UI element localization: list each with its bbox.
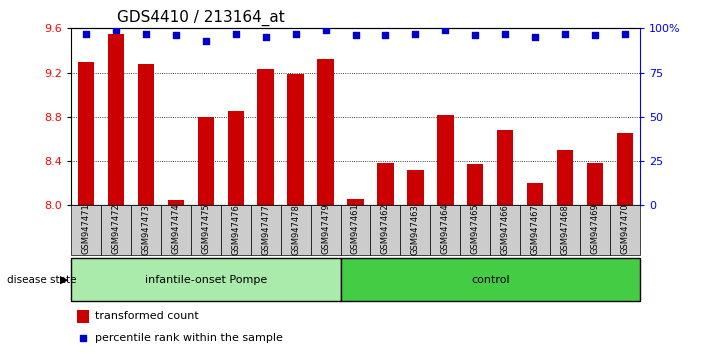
Text: GSM947466: GSM947466 (501, 204, 510, 255)
Text: ▶: ▶ (60, 275, 69, 285)
Point (530, 34, 541, 40)
Bar (616, 133, 634, 205)
Text: GSM947478: GSM947478 (291, 204, 300, 255)
Text: GSM947469: GSM947469 (591, 204, 599, 255)
Point (170, 33, 181, 38)
Bar (341, 258, 640, 301)
Text: control: control (471, 275, 510, 285)
Text: GDS4410 / 213164_at: GDS4410 / 213164_at (117, 9, 284, 25)
Bar (437, 115, 454, 205)
Point (589, 33, 601, 38)
Text: percentile rank within the sample: percentile rank within the sample (95, 332, 283, 343)
Bar (287, 74, 304, 205)
Bar (467, 164, 483, 205)
Bar (281, 205, 311, 255)
Bar (527, 183, 543, 205)
Point (110, 27, 122, 33)
Text: GSM947475: GSM947475 (201, 204, 210, 255)
Point (469, 33, 481, 38)
Bar (520, 205, 550, 255)
Bar (400, 205, 430, 255)
Point (380, 33, 391, 38)
Text: GSM947465: GSM947465 (471, 204, 480, 255)
Text: GSM947467: GSM947467 (530, 204, 540, 255)
Bar (221, 205, 251, 255)
Bar (228, 111, 244, 205)
Point (439, 27, 451, 33)
Bar (311, 205, 341, 255)
Text: GSM947479: GSM947479 (321, 204, 330, 255)
Bar (587, 163, 603, 205)
Text: GSM947473: GSM947473 (141, 204, 151, 255)
Bar (317, 59, 333, 205)
Bar (341, 205, 370, 255)
Bar (460, 205, 490, 255)
Bar (557, 150, 573, 205)
Text: GSM947474: GSM947474 (171, 204, 181, 255)
Bar (161, 205, 191, 255)
Text: GSM947468: GSM947468 (560, 204, 570, 255)
Point (410, 31, 421, 36)
Text: GSM947470: GSM947470 (621, 204, 629, 255)
Point (619, 31, 631, 36)
Point (320, 27, 331, 33)
Bar (191, 205, 221, 255)
Bar (407, 170, 424, 205)
Bar (77, 310, 90, 323)
Bar (430, 205, 460, 255)
Text: disease state: disease state (7, 275, 77, 285)
Text: GSM947471: GSM947471 (82, 204, 90, 255)
Point (200, 38, 211, 44)
Bar (497, 130, 513, 205)
Text: GSM947472: GSM947472 (112, 204, 120, 255)
Text: GSM947461: GSM947461 (351, 204, 360, 255)
Text: infantile-onset Pompe: infantile-onset Pompe (145, 275, 267, 285)
Text: transformed count: transformed count (95, 311, 199, 321)
Text: GSM947476: GSM947476 (231, 204, 240, 255)
Point (500, 31, 511, 36)
Point (290, 31, 301, 36)
Bar (347, 199, 364, 205)
Bar (71, 258, 341, 301)
Bar (77, 62, 95, 205)
Point (260, 34, 272, 40)
Bar (138, 64, 154, 205)
Bar (251, 205, 281, 255)
Bar (168, 200, 184, 205)
Bar (101, 205, 131, 255)
Point (350, 33, 361, 38)
Bar (580, 205, 610, 255)
Bar (108, 34, 124, 205)
Point (560, 31, 571, 36)
Text: GSM947463: GSM947463 (411, 204, 420, 255)
Point (230, 31, 242, 36)
Bar (198, 117, 214, 205)
Bar (370, 205, 400, 255)
Bar (610, 205, 640, 255)
Point (77, 335, 89, 341)
Text: GSM947462: GSM947462 (381, 204, 390, 255)
Bar (71, 205, 101, 255)
Bar (257, 69, 274, 205)
Bar (490, 205, 520, 255)
Bar (131, 205, 161, 255)
Point (80, 31, 92, 36)
Bar (378, 163, 394, 205)
Text: GSM947464: GSM947464 (441, 204, 450, 255)
Point (140, 31, 151, 36)
Text: GSM947477: GSM947477 (261, 204, 270, 255)
Bar (550, 205, 580, 255)
